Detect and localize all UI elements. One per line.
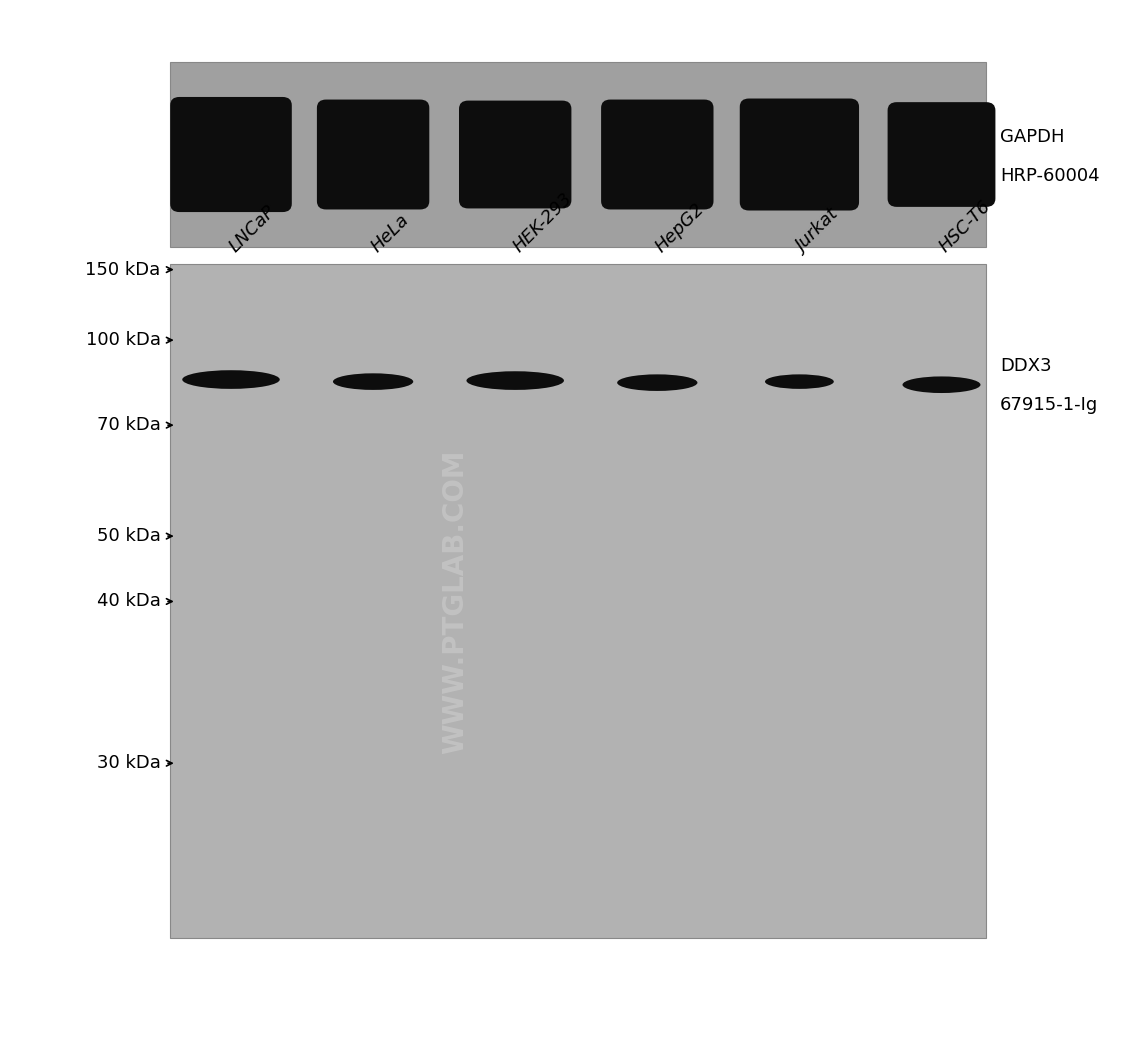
Text: HSC-T6: HSC-T6 [936,197,994,256]
Text: HEK-293: HEK-293 [509,190,576,256]
Text: 30 kDa: 30 kDa [96,754,161,773]
Bar [170,264,986,938]
Text: 67915-1-Ig: 67915-1-Ig [1000,396,1099,414]
Text: HRP-60004: HRP-60004 [1000,167,1100,185]
FancyBboxPatch shape [170,97,291,213]
Ellipse shape [617,374,697,391]
FancyBboxPatch shape [601,100,713,209]
Text: WWW.PTGLAB.COM: WWW.PTGLAB.COM [442,449,469,754]
Ellipse shape [467,371,564,390]
Ellipse shape [333,373,413,390]
FancyBboxPatch shape [317,100,429,209]
Text: 50 kDa: 50 kDa [96,527,161,545]
Text: HeLa: HeLa [367,212,413,256]
Text: 150 kDa: 150 kDa [85,260,161,279]
Text: GAPDH: GAPDH [1000,129,1064,146]
FancyBboxPatch shape [740,99,859,211]
Text: HepG2: HepG2 [651,200,708,256]
Text: 40 kDa: 40 kDa [96,592,161,611]
Text: Jurkat: Jurkat [794,206,843,256]
Text: DDX3: DDX3 [1000,358,1052,375]
Text: LNCaP: LNCaP [225,202,279,256]
Text: 70 kDa: 70 kDa [96,416,161,435]
Ellipse shape [182,370,280,389]
Ellipse shape [765,374,834,389]
Text: 100 kDa: 100 kDa [86,331,161,349]
FancyBboxPatch shape [459,101,571,208]
Ellipse shape [903,376,981,393]
FancyBboxPatch shape [888,102,996,206]
Bar [170,62,986,247]
